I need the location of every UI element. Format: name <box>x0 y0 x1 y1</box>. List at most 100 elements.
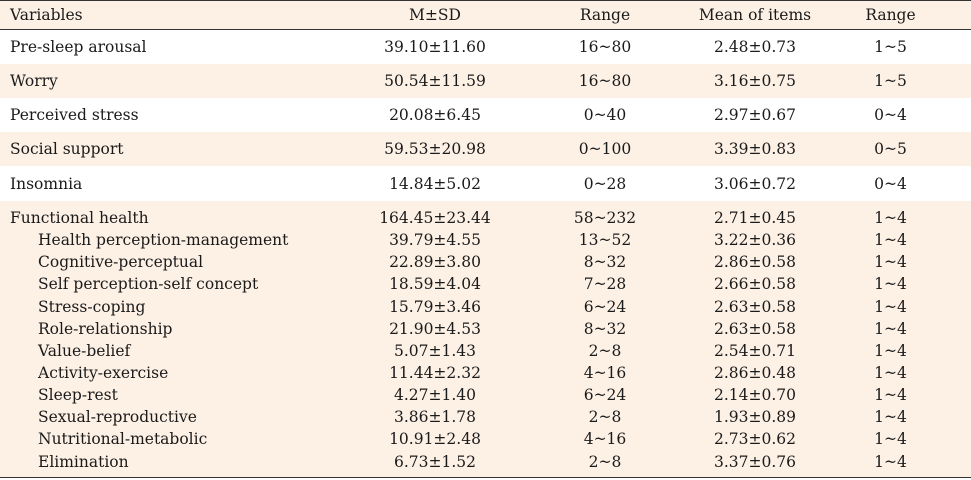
cell-variable: Sleep-rest <box>38 386 118 404</box>
cell-variable: Role-relationship <box>38 320 173 338</box>
cell-item-range: 1~4 <box>874 298 907 316</box>
table-row: Social support 59.53±20.98 0~100 3.39±0.… <box>0 132 971 166</box>
cell-mean-of-items: 3.22±0.36 <box>713 231 796 249</box>
cell-range: 0~28 <box>583 174 627 193</box>
cell-msd: 20.08±6.45 <box>389 106 481 124</box>
cell-mean-of-items: 3.37±0.76 <box>713 453 796 471</box>
cell-variable: Perceived stress <box>10 106 139 124</box>
table-row: Functional health 164.45±23.44 58~232 2.… <box>0 207 971 229</box>
header-msd: M±SD <box>409 6 461 24</box>
cell-variable: Nutritional-metabolic <box>38 430 208 448</box>
cell-range: 0~100 <box>578 140 632 158</box>
table-row: Elimination 6.73±1.52 2~8 3.37±0.76 1~4 <box>0 451 971 473</box>
cell-mean-of-items: 2.86±0.48 <box>713 364 796 382</box>
cell-msd: 22.89±3.80 <box>389 253 481 271</box>
cell-msd: 6.73±1.52 <box>393 453 476 471</box>
table-row: Worry 50.54±11.59 16~80 3.16±0.75 1~5 <box>0 64 971 98</box>
cell-item-range: 1~4 <box>874 342 907 360</box>
cell-item-range: 1~5 <box>874 38 907 56</box>
cell-range: 2~8 <box>588 408 622 426</box>
cell-item-range: 1~4 <box>874 386 907 404</box>
cell-msd: 18.59±4.04 <box>389 275 481 293</box>
cell-range: 4~16 <box>583 430 627 448</box>
cell-variable: Elimination <box>38 453 129 471</box>
cell-mean-of-items: 3.16±0.75 <box>713 72 796 90</box>
cell-msd: 50.54±11.59 <box>384 72 486 90</box>
cell-mean-of-items: 2.48±0.73 <box>713 38 796 56</box>
cell-range: 13~52 <box>578 231 632 249</box>
cell-msd: 15.79±3.46 <box>389 298 481 316</box>
cell-mean-of-items: 2.71±0.45 <box>713 209 796 227</box>
table-row: Insomnia 14.84±5.02 0~28 3.06±0.72 0~4 <box>0 166 971 201</box>
cell-range: 2~8 <box>588 342 622 360</box>
cell-mean-of-items: 1.93±0.89 <box>713 408 796 426</box>
table-row: Nutritional-metabolic 10.91±2.48 4~16 2.… <box>0 428 971 450</box>
cell-mean-of-items: 3.39±0.83 <box>713 140 796 158</box>
cell-variable: Self perception-self concept <box>38 275 259 293</box>
cell-item-range: 1~4 <box>874 408 907 426</box>
cell-variable: Worry <box>10 72 58 90</box>
cell-msd: 39.10±11.60 <box>384 38 486 56</box>
cell-item-range: 0~4 <box>874 174 907 193</box>
cell-range: 2~8 <box>588 453 622 471</box>
header-variables: Variables <box>10 6 83 24</box>
bottom-rule <box>0 477 971 478</box>
cell-msd: 11.44±2.32 <box>389 364 481 382</box>
cell-mean-of-items: 2.14±0.70 <box>713 386 796 404</box>
table-row: Sexual-reproductive 3.86±1.78 2~8 1.93±0… <box>0 406 971 428</box>
cell-range: 7~28 <box>583 275 627 293</box>
cell-mean-of-items: 2.97±0.67 <box>713 106 796 124</box>
cell-range: 0~40 <box>583 106 627 124</box>
cell-range: 58~232 <box>573 209 637 227</box>
table-row: Stress-coping 15.79±3.46 6~24 2.63±0.58 … <box>0 296 971 318</box>
cell-item-range: 1~4 <box>874 275 907 293</box>
cell-item-range: 1~4 <box>874 253 907 271</box>
table-row: Self perception-self concept 18.59±4.04 … <box>0 273 971 295</box>
cell-range: 8~32 <box>583 320 627 338</box>
table-row: Value-belief 5.07±1.43 2~8 2.54±0.71 1~4 <box>0 340 971 362</box>
cell-range: 16~80 <box>578 38 632 56</box>
cell-item-range: 1~4 <box>874 209 907 227</box>
cell-variable: Stress-coping <box>38 298 146 316</box>
cell-variable: Activity-exercise <box>38 364 169 382</box>
cell-item-range: 1~4 <box>874 231 907 249</box>
cell-variable: Social support <box>10 140 124 158</box>
cell-mean-of-items: 2.86±0.58 <box>713 253 796 271</box>
cell-msd: 39.79±4.55 <box>389 231 481 249</box>
cell-mean-of-items: 2.54±0.71 <box>713 342 796 360</box>
cell-variable: Functional health <box>10 209 149 227</box>
cell-mean-of-items: 3.06±0.72 <box>713 174 796 193</box>
cell-variable: Value-belief <box>38 342 131 360</box>
cell-msd: 10.91±2.48 <box>389 430 481 448</box>
cell-item-range: 0~4 <box>874 106 907 124</box>
cell-mean-of-items: 2.66±0.58 <box>713 275 796 293</box>
cell-item-range: 0~5 <box>874 140 907 158</box>
cell-variable: Insomnia <box>10 174 83 193</box>
cell-variable: Pre-sleep arousal <box>10 38 147 56</box>
cell-msd: 21.90±4.53 <box>389 320 481 338</box>
cell-variable: Health perception-management <box>38 231 289 249</box>
functional-health-group <box>0 201 971 477</box>
cell-item-range: 1~4 <box>874 320 907 338</box>
cell-item-range: 1~4 <box>874 430 907 448</box>
table-row: Sleep-rest 4.27±1.40 6~24 2.14±0.70 1~4 <box>0 384 971 406</box>
cell-msd: 14.84±5.02 <box>389 174 481 193</box>
table-row: Role-relationship 21.90±4.53 8~32 2.63±0… <box>0 318 971 340</box>
header-item-range: Range <box>865 6 916 24</box>
cell-item-range: 1~4 <box>874 453 907 471</box>
cell-range: 6~24 <box>583 298 627 316</box>
cell-mean-of-items: 2.63±0.58 <box>713 320 796 338</box>
table-row: Activity-exercise 11.44±2.32 4~16 2.86±0… <box>0 362 971 384</box>
cell-msd: 164.45±23.44 <box>379 209 491 227</box>
cell-item-range: 1~4 <box>874 364 907 382</box>
cell-variable: Cognitive-perceptual <box>38 253 204 271</box>
cell-msd: 5.07±1.43 <box>393 342 476 360</box>
cell-item-range: 1~5 <box>874 72 907 90</box>
cell-msd: 4.27±1.40 <box>393 386 476 404</box>
table-row: Cognitive-perceptual 22.89±3.80 8~32 2.8… <box>0 251 971 273</box>
table-row: Pre-sleep arousal 39.10±11.60 16~80 2.48… <box>0 30 971 64</box>
table-row: Health perception-management 39.79±4.55 … <box>0 229 971 251</box>
header-mean-of-items: Mean of items <box>698 6 812 24</box>
table-header: Variables M±SD Range Mean of items Range <box>0 0 971 30</box>
